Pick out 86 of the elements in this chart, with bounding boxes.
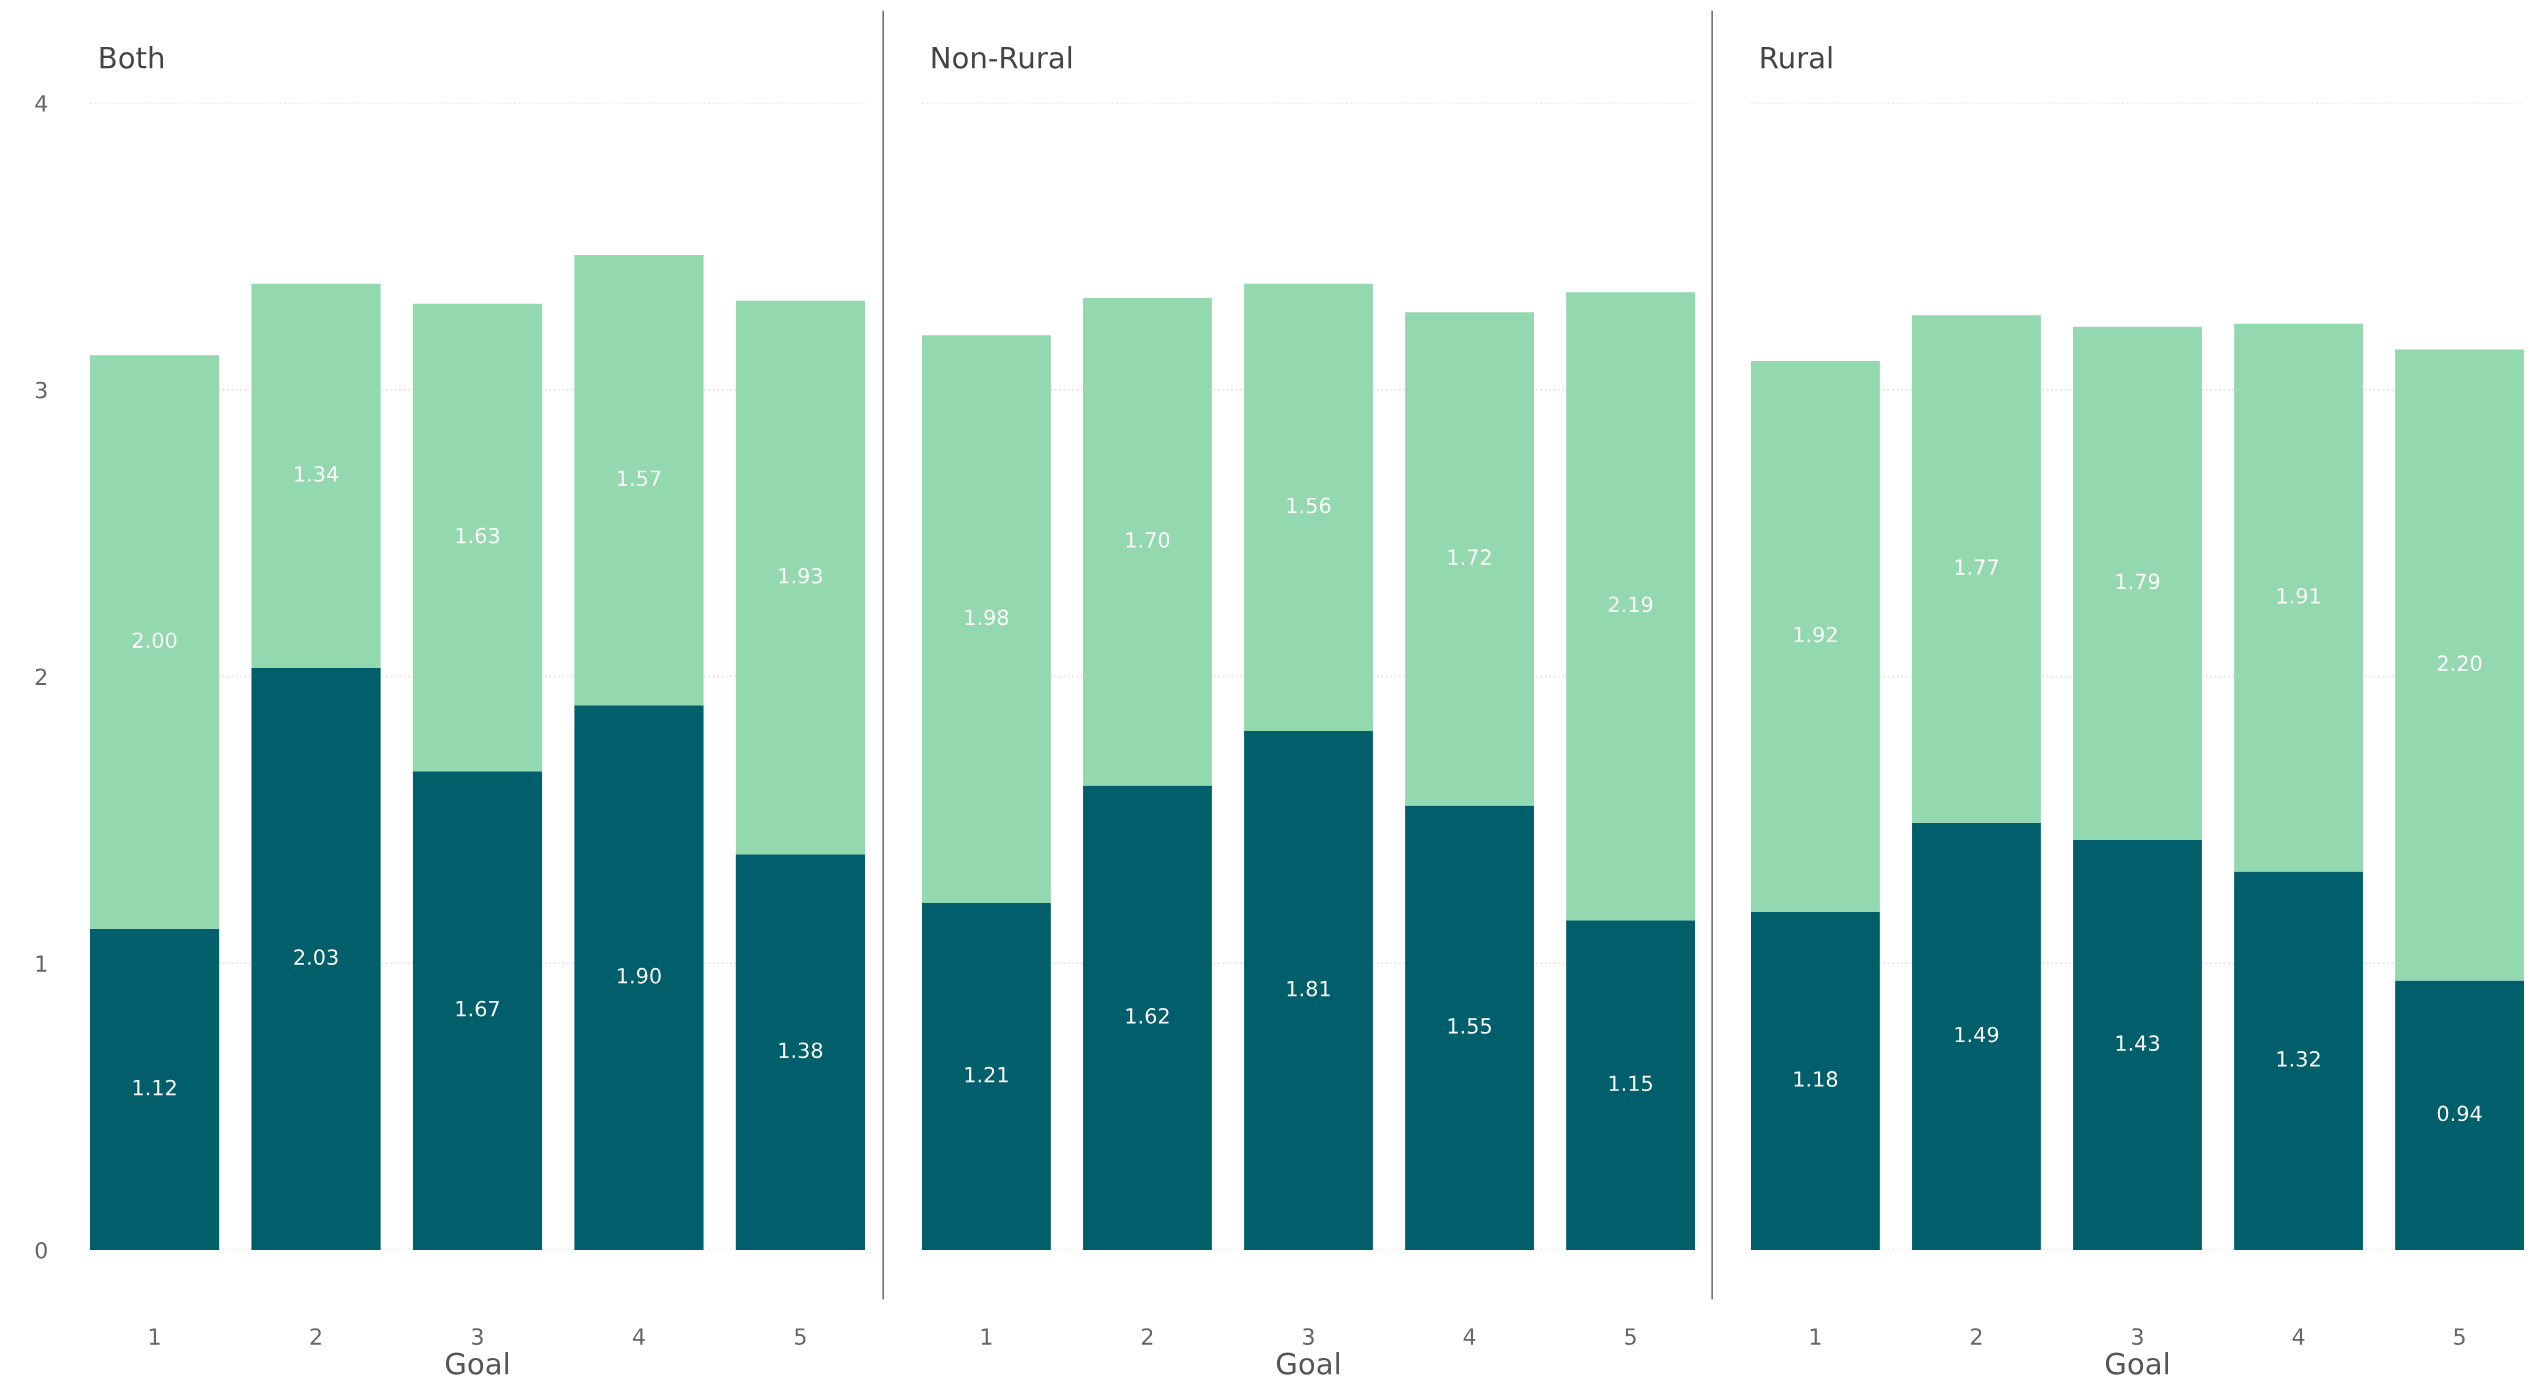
x-axis-title: Goal [445, 1352, 508, 1375]
data-label: 1.32 [2277, 1051, 2320, 1067]
x-tick-label: 4 [2292, 1328, 2305, 1345]
bar [1566, 920, 1695, 1250]
bar [1083, 785, 1212, 1250]
data-label: 1.49 [1955, 1026, 1999, 1043]
bar [412, 303, 543, 772]
data-label: 1.90 [618, 967, 661, 984]
data-label: 1.70 [1126, 532, 1170, 548]
data-label: 1.98 [965, 609, 1009, 626]
x-tick-label: 5 [2454, 1328, 2465, 1345]
data-label: 2.19 [1608, 596, 1653, 613]
data-label: 1.92 [1794, 626, 1837, 643]
bar [1751, 911, 1880, 1250]
x-tick-label: 2 [1971, 1328, 1982, 1345]
bar [735, 854, 865, 1250]
x-axis-title: Goal [2105, 1352, 2168, 1375]
bar [1244, 730, 1373, 1250]
bar [574, 254, 704, 706]
data-label: 1.43 [2116, 1035, 2160, 1052]
x-tick-label: 3 [2132, 1328, 2143, 1345]
chart-title: Both [100, 46, 164, 69]
x-tick-label: 2 [1142, 1328, 1153, 1345]
x-tick-label: 1 [1810, 1328, 1821, 1345]
bar [1244, 283, 1373, 731]
bar [2073, 326, 2202, 840]
data-label: 1.38 [779, 1042, 823, 1059]
y-tick-label: 4 [35, 95, 48, 112]
bar [922, 335, 1051, 904]
bar [1912, 822, 2041, 1250]
data-label: 1.93 [779, 567, 822, 584]
y-tick-label: 0 [35, 1241, 47, 1259]
bar [922, 903, 1051, 1250]
x-tick-label: 2 [310, 1328, 321, 1345]
data-label: 1.56 [1287, 497, 1331, 514]
data-label: 1.81 [1287, 980, 1330, 997]
y-tick-label: 2 [35, 668, 47, 685]
data-label: 1.57 [618, 470, 661, 487]
data-label: 1.12 [133, 1079, 176, 1096]
bar [90, 355, 220, 929]
x-tick-label: 1 [149, 1328, 160, 1345]
y-tick-label: 1 [36, 955, 47, 972]
data-label: 1.77 [1955, 559, 1998, 575]
y-tick-label: 3 [35, 381, 47, 399]
data-label: 1.34 [295, 466, 339, 482]
bar [735, 300, 865, 855]
data-label: 2.03 [294, 949, 338, 965]
bar [251, 667, 381, 1250]
bar [1566, 292, 1695, 921]
bar [90, 928, 220, 1250]
x-tick-label: 1 [981, 1328, 992, 1345]
data-label: 1.79 [2116, 573, 2160, 590]
chart-title: Rural [1761, 46, 1832, 69]
bar [2395, 349, 2524, 981]
bar [1083, 297, 1212, 786]
chart-title: Non-Rural [932, 46, 1072, 69]
bar [574, 705, 704, 1250]
bar [1405, 805, 1534, 1250]
data-label: 1.18 [1794, 1071, 1838, 1087]
data-label: 1.63 [456, 527, 500, 544]
x-tick-label: 5 [1625, 1328, 1636, 1345]
bar [2395, 980, 2524, 1250]
bar [1405, 312, 1534, 806]
x-tick-label: 4 [1463, 1328, 1476, 1345]
bar [1751, 361, 1880, 912]
x-tick-label: 3 [1303, 1328, 1314, 1345]
data-label: 2.20 [2437, 655, 2482, 672]
bar [2234, 323, 2363, 872]
x-tick-label: 4 [632, 1328, 645, 1345]
x-tick-label: 5 [795, 1328, 806, 1345]
data-label: 0.94 [2437, 1105, 2482, 1122]
data-label: 1.21 [965, 1066, 1008, 1083]
x-tick-label: 3 [472, 1328, 483, 1345]
data-label: 2.00 [132, 632, 177, 649]
bar [412, 771, 543, 1250]
bar [2234, 871, 2363, 1250]
data-label: 1.62 [1126, 1008, 1169, 1024]
data-label: 1.67 [456, 1000, 499, 1017]
bar [1912, 315, 2041, 823]
data-label: 1.15 [1609, 1075, 1652, 1092]
bar [251, 283, 381, 668]
bar [2073, 839, 2202, 1250]
data-label: 1.91 [2277, 587, 2320, 604]
data-label: 1.72 [1448, 549, 1491, 565]
x-axis-title: Goal [1276, 1352, 1339, 1375]
data-label: 1.55 [1448, 1018, 1491, 1034]
